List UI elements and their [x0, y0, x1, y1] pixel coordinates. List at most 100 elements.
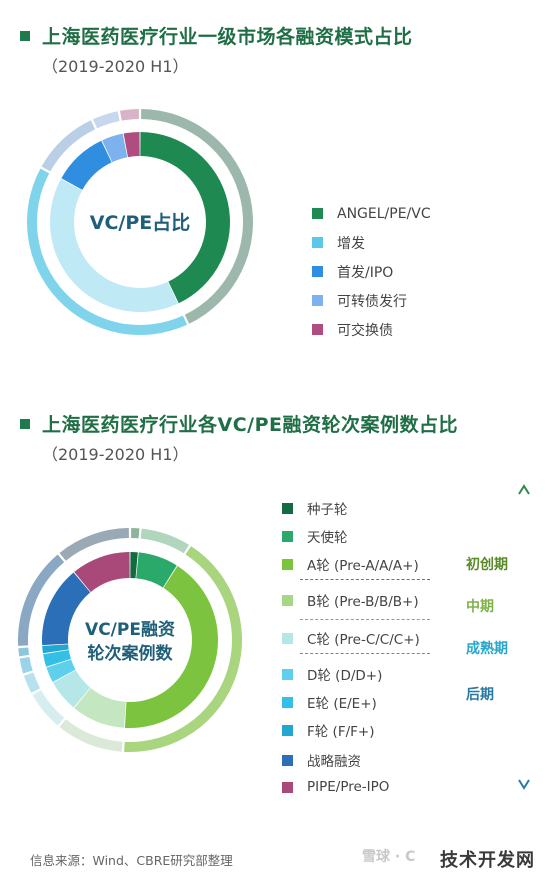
- legend-item: 种子轮: [282, 498, 348, 518]
- section2-header: 上海医药医疗行业各VC/PE融资轮次案例数占比 （2019-2020 H1）: [20, 410, 550, 465]
- outer-ring-slice-2: [124, 546, 242, 752]
- inner-ring-slice-0: [130, 552, 138, 579]
- legend-swatch: [282, 668, 293, 680]
- legend-swatch: [282, 530, 293, 542]
- outer-ring-slice-0: [141, 109, 254, 324]
- arrow-up-icon: [518, 484, 530, 495]
- legend-item: ANGEL/PE/VC: [312, 199, 431, 228]
- legend-item: E轮 (E/E+): [282, 692, 377, 712]
- financing-mode-donut-chart: VC/PE占比: [26, 109, 254, 336]
- watermark-xueqiu: 雪球 · C: [362, 849, 416, 865]
- outer-ring-slice-6: [19, 657, 33, 674]
- section2-title: 上海医药医疗行业各VC/PE融资轮次案例数占比: [42, 414, 458, 436]
- outer-ring-slice-4: [119, 109, 139, 121]
- legend-swatch: [282, 558, 293, 570]
- outer-ring-slice-4: [32, 690, 65, 726]
- outer-ring-slice-3: [59, 719, 123, 752]
- outer-ring-slice-1: [140, 528, 190, 554]
- legend-swatch: [282, 754, 293, 766]
- inner-ring-slice-3: [74, 687, 126, 728]
- inner-ring-slice-5: [46, 659, 76, 682]
- stage-divider: [300, 653, 430, 654]
- legend-label: 可交换债: [337, 322, 393, 339]
- legend-swatch: [312, 295, 323, 306]
- legend-label: PIPE/Pre-IPO: [307, 779, 390, 795]
- stage-label: 初创期: [466, 557, 508, 573]
- inner-ring-slice-4: [123, 132, 140, 158]
- outer-ring-slice-8: [17, 554, 65, 646]
- stage-divider: [300, 619, 430, 620]
- inner-ring-slice-1: [136, 552, 177, 588]
- legend-swatch: [312, 208, 323, 219]
- legend-label: 天使轮: [307, 530, 348, 546]
- inner-ring-slice-7: [42, 644, 69, 654]
- legend-label: 首发/IPO: [337, 264, 394, 281]
- center-label-line2: 轮次案例数: [88, 643, 174, 664]
- section1-subtitle: （2019-2020 H1）: [42, 57, 189, 76]
- legend-swatch: [282, 724, 293, 736]
- legend-label: 可转债发行: [337, 293, 407, 310]
- inner-ring-slice-2: [61, 140, 112, 190]
- section2-subtitle: （2019-2020 H1）: [42, 445, 189, 464]
- legend-item: 首发/IPO: [312, 257, 431, 286]
- inner-ring-slice-3: [102, 133, 128, 163]
- title-marker-icon: [20, 418, 30, 429]
- legend-item: D轮 (D/D+): [282, 664, 382, 684]
- legend-swatch: [282, 502, 293, 514]
- legend-item: 增发: [312, 228, 431, 257]
- legend-swatch: [282, 696, 293, 708]
- outer-ring-slice-0: [131, 528, 140, 539]
- legend-label: ANGEL/PE/VC: [337, 205, 431, 222]
- legend-label: 战略融资: [307, 754, 361, 770]
- arrow-down-icon: [518, 779, 530, 790]
- legend-item: B轮 (Pre-B/B/B+): [282, 590, 419, 610]
- financing-mode-legend: ANGEL/PE/VC 增发首发/IPO 可转债发行可交换债: [312, 199, 431, 344]
- inner-ring-slice-9: [74, 552, 130, 593]
- center-label: VC/PE占比: [90, 211, 191, 234]
- inner-ring-slice-1: [49, 179, 178, 313]
- inner-ring-slice-8: [42, 572, 91, 646]
- legend-swatch: [282, 781, 293, 793]
- legend-label: A轮 (Pre-A/A/A+): [307, 558, 419, 574]
- inner-ring-slice-6: [43, 650, 71, 667]
- outer-ring-slice-1: [26, 168, 188, 336]
- legend-label: C轮 (Pre-C/C/C+): [307, 632, 420, 648]
- outer-ring-slice-2: [41, 120, 96, 172]
- outer-ring-slice-9: [59, 528, 129, 561]
- legend-item: 战略融资: [282, 750, 361, 770]
- stage-label: 中期: [466, 599, 494, 615]
- legend-label: 增发: [337, 235, 365, 252]
- legend-item: C轮 (Pre-C/C/C+): [282, 628, 420, 648]
- legend-label: F轮 (F/F+): [307, 724, 375, 740]
- section1-header: 上海医药医疗行业一级市场各融资模式占比 （2019-2020 H1）: [20, 22, 550, 77]
- legend-item: F轮 (F/F+): [282, 720, 374, 740]
- legend-label: B轮 (Pre-B/B/B+): [307, 594, 419, 610]
- inner-ring-slice-2: [124, 565, 219, 728]
- inner-ring-slice-0: [140, 132, 230, 304]
- legend-item: PIPE/Pre-IPO: [282, 779, 389, 795]
- watermark-site: 技术开发网: [440, 850, 535, 871]
- section1-title: 上海医药医疗行业一级市场各融资模式占比: [42, 26, 413, 48]
- donut-hole: [76, 158, 204, 286]
- legend-label: E轮 (E/E+): [307, 696, 377, 712]
- title-marker-icon: [20, 30, 30, 41]
- stage-label: 成熟期: [466, 641, 508, 657]
- legend-swatch: [312, 266, 323, 277]
- legend-item: 天使轮: [282, 526, 348, 546]
- legend-label: D轮 (D/D+): [307, 668, 383, 684]
- source-note: 信息来源：Wind、CBRE研究部整理: [30, 853, 233, 868]
- legend-item: A轮 (Pre-A/A/A+): [282, 554, 419, 574]
- stage-divider: [300, 579, 430, 580]
- outer-ring-slice-5: [23, 672, 41, 693]
- legend-label: 种子轮: [307, 502, 348, 518]
- legend-swatch: [282, 594, 293, 606]
- outer-ring-slice-3: [92, 111, 120, 129]
- legend-swatch: [282, 632, 293, 644]
- legend-item: 可转债发行: [312, 286, 431, 315]
- legend-swatch: [312, 324, 323, 335]
- outer-ring-slice-7: [18, 647, 30, 657]
- inner-ring-slice-4: [53, 670, 91, 708]
- legend-item: 可交换债: [312, 315, 431, 344]
- stage-label: 后期: [466, 687, 494, 703]
